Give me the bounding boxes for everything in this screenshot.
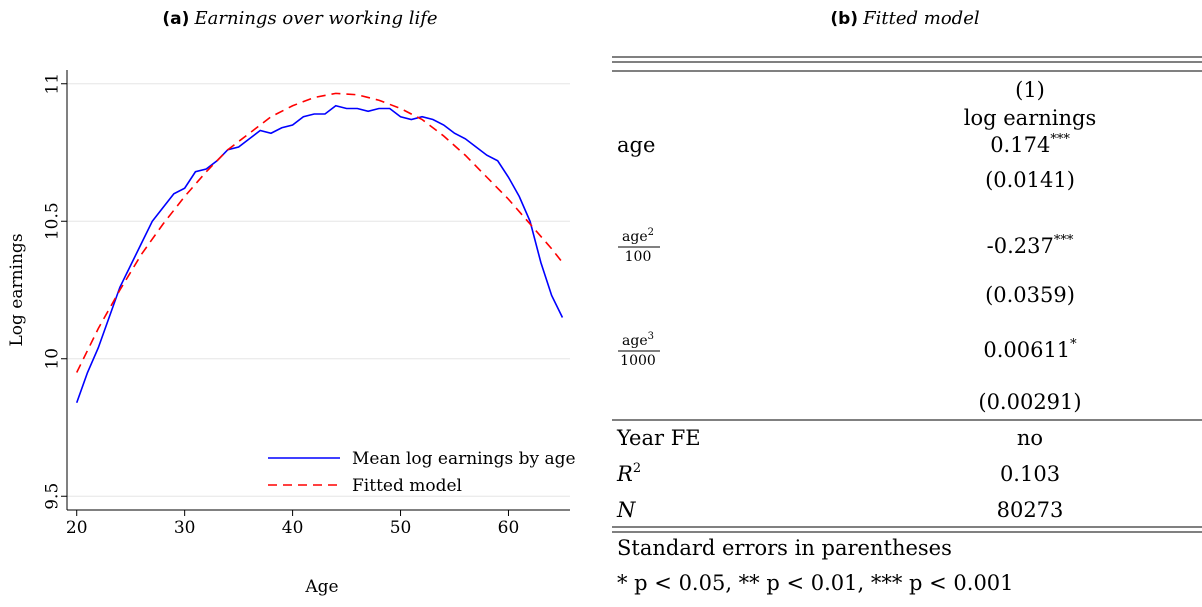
fraction-numerator: age3: [622, 331, 654, 349]
significance-stars: ***: [1050, 132, 1070, 147]
panel-label: (a): [162, 9, 189, 29]
y-tick-label: 9.5: [43, 483, 63, 510]
column-title: log earnings: [964, 106, 1096, 130]
series-line: [75, 104, 564, 404]
row-label: Year FE: [616, 426, 701, 450]
numerator: age: [622, 229, 648, 245]
y-axis-label: Log earnings: [7, 233, 27, 346]
fraction-numerator: age2: [622, 227, 654, 245]
chart-title: Earnings over working life: [194, 8, 438, 29]
y-tick-label: 11: [43, 73, 63, 95]
superscript: 3: [648, 331, 654, 342]
legend-label: Fitted model: [352, 476, 462, 496]
row-label: age: [617, 133, 655, 157]
y-tick-label: 10: [43, 348, 63, 370]
x-axis-label: Age: [304, 577, 338, 597]
numerator: age: [622, 333, 648, 349]
superscript: 2: [648, 227, 654, 238]
cell-value: 0.174***: [990, 132, 1070, 157]
series-line: [75, 92, 564, 373]
cell-value: no: [1017, 426, 1043, 450]
fraction-denominator: 100: [625, 249, 652, 265]
table-note: Standard errors in parentheses: [617, 536, 952, 560]
x-tick-label: 40: [282, 518, 304, 538]
value: no: [1017, 426, 1043, 450]
fraction-denominator: 1000: [620, 353, 656, 369]
x-tick-label: 20: [66, 518, 88, 538]
legend-label: Mean log earnings by age: [352, 449, 576, 469]
value: (0.0141): [985, 168, 1075, 192]
column-number: (1): [1015, 78, 1045, 102]
value: -0.237: [987, 234, 1054, 258]
row-label: R2: [616, 461, 641, 486]
value: (0.00291): [978, 390, 1081, 414]
panel-label: (b): [830, 9, 858, 29]
significance-stars: *: [1070, 337, 1077, 352]
panel-caption: (b) Fitted model: [830, 8, 980, 29]
x-tick-label: 60: [498, 518, 520, 538]
cell-value: (0.0141): [985, 168, 1075, 192]
y-tick-label: 10.5: [43, 202, 63, 240]
value: 0.174: [990, 133, 1050, 157]
table-note: * p < 0.05, ** p < 0.01, *** p < 0.001: [617, 571, 1014, 595]
panel-caption: (a) Earnings over working life: [162, 8, 437, 29]
value: (0.0359): [985, 283, 1075, 307]
value: 80273: [997, 498, 1064, 522]
cell-value: (0.00291): [978, 390, 1081, 414]
value: 0.00611: [983, 338, 1070, 362]
table-title: Fitted model: [862, 8, 980, 29]
row-label: N: [616, 498, 636, 522]
cell-value: 0.00611*: [983, 337, 1077, 362]
x-tick-label: 50: [390, 518, 412, 538]
value: 0.103: [1000, 462, 1060, 486]
symbol: R: [616, 462, 633, 486]
cell-value: 0.103: [1000, 462, 1060, 486]
cell-value: 80273: [997, 498, 1064, 522]
symbol: N: [616, 498, 636, 522]
cell-value: (0.0359): [985, 283, 1075, 307]
cell-value: -0.237***: [987, 233, 1074, 258]
significance-stars: ***: [1054, 233, 1074, 248]
x-tick-label: 30: [174, 518, 196, 538]
superscript: 2: [633, 461, 641, 476]
